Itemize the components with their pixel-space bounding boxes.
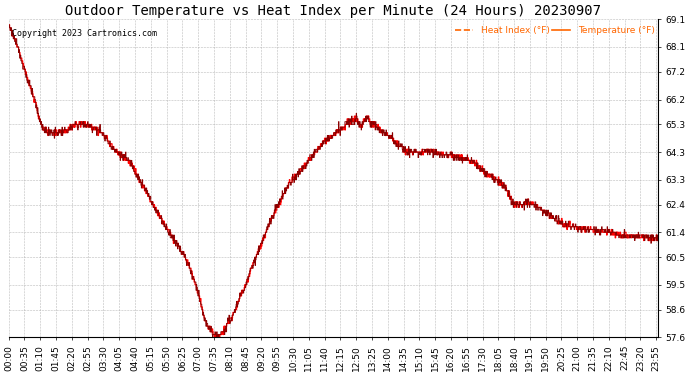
Temperature (°F): [5, 26, 13, 30]
Temperature (°F): [5, 22, 13, 27]
Heat Index (°F): [435, 153, 444, 157]
Heat Index (°F): [5, 22, 13, 27]
Temperature (°F): [654, 238, 662, 243]
Temperature (°F): [222, 321, 230, 326]
Temperature (°F): [150, 205, 158, 210]
Heat Index (°F): [210, 335, 219, 340]
Temperature (°F): [213, 338, 221, 342]
Temperature (°F): [578, 227, 586, 232]
Temperature (°F): [520, 200, 529, 204]
Legend: Heat Index (°F), Temperature (°F): Heat Index (°F), Temperature (°F): [452, 22, 658, 39]
Line: Heat Index (°F): Heat Index (°F): [9, 25, 658, 338]
Heat Index (°F): [222, 321, 230, 326]
Title: Outdoor Temperature vs Heat Index per Minute (24 Hours) 20230907: Outdoor Temperature vs Heat Index per Mi…: [66, 4, 602, 18]
Line: Temperature (°F): Temperature (°F): [9, 25, 658, 340]
Heat Index (°F): [654, 238, 662, 243]
Heat Index (°F): [134, 172, 142, 176]
Temperature (°F): [134, 177, 142, 182]
Temperature (°F): [435, 155, 444, 160]
Heat Index (°F): [520, 200, 529, 204]
Heat Index (°F): [5, 26, 13, 30]
Text: Copyright 2023 Cartronics.com: Copyright 2023 Cartronics.com: [12, 29, 157, 38]
Heat Index (°F): [578, 227, 586, 232]
Heat Index (°F): [150, 205, 158, 210]
